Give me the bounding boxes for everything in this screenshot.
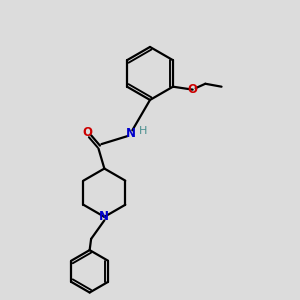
- Text: N: N: [126, 127, 136, 140]
- Text: O: O: [188, 83, 198, 96]
- Text: O: O: [82, 126, 93, 139]
- Text: N: N: [99, 210, 110, 223]
- Text: H: H: [139, 126, 147, 136]
